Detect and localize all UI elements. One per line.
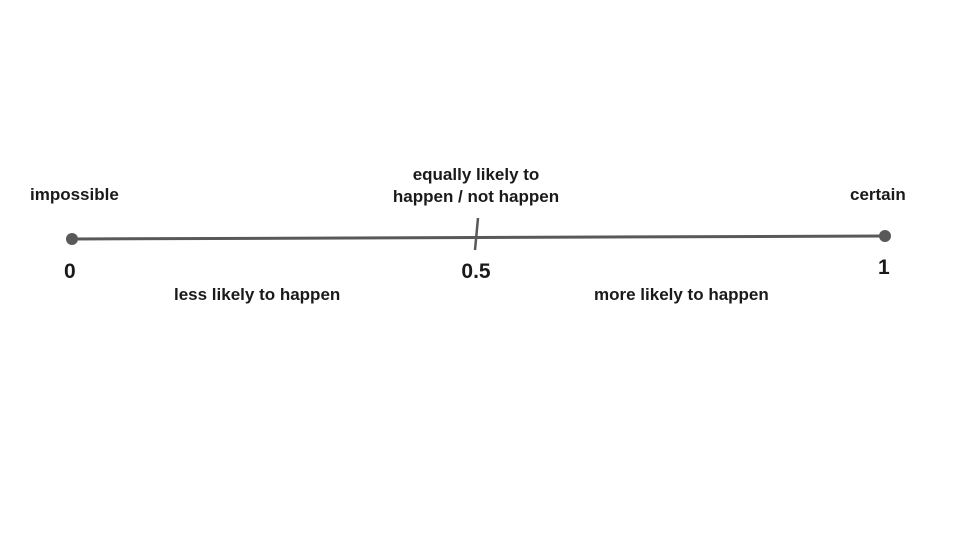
midpoint-label-line1: equally likely to <box>412 165 540 184</box>
zero-value-label: 0 <box>64 260 76 283</box>
midpoint-tick <box>473 217 480 251</box>
one-value-label: 1 <box>878 256 890 279</box>
start-point-dot <box>66 233 78 245</box>
end-point-dot <box>879 230 891 242</box>
scale-line <box>71 234 886 241</box>
impossible-label: impossible <box>30 185 119 204</box>
more-likely-label: more likely to happen <box>594 285 769 304</box>
midpoint-label-line2: happen / not happen <box>392 187 560 206</box>
less-likely-label: less likely to happen <box>174 285 341 304</box>
certain-label: certain <box>850 185 906 204</box>
half-value-label: 0.5 <box>461 260 491 283</box>
